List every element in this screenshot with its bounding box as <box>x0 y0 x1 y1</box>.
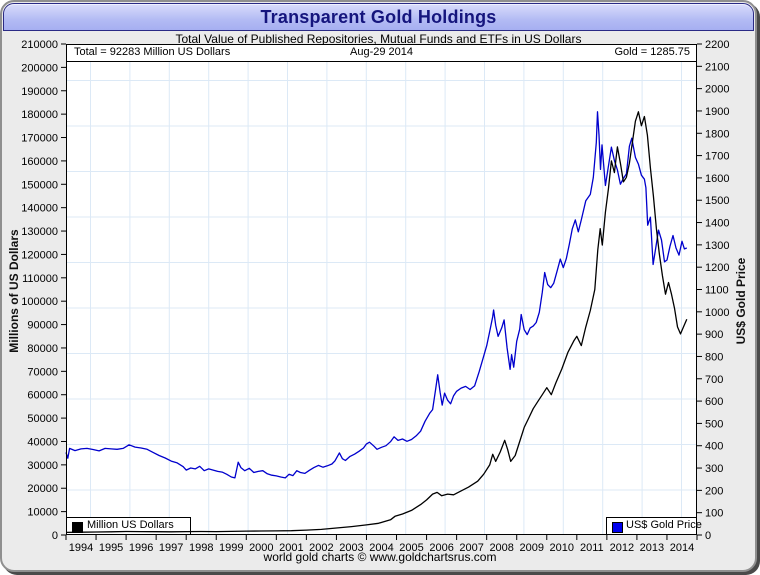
annotation-date: Aug-29 2014 <box>350 46 413 58</box>
left-tick-label: 200000 <box>21 62 58 74</box>
right-tick-label: 0 <box>705 530 711 542</box>
right-tick-label: 200 <box>705 485 723 497</box>
right-tick-label: 2100 <box>705 61 729 73</box>
x-tick-label: 2008 <box>489 542 513 554</box>
right-tick-label: 300 <box>705 463 723 475</box>
right-tick-label: 1300 <box>705 240 729 252</box>
right-tick-label: 1000 <box>705 307 729 319</box>
x-tick-label: 1995 <box>99 542 123 554</box>
title-bar: Transparent Gold Holdings <box>3 3 754 31</box>
x-tick-label: 2006 <box>429 542 453 554</box>
left-tick-label: 0 <box>52 530 58 542</box>
right-tick-label: 100 <box>705 508 723 520</box>
x-tick-label: 2012 <box>610 542 634 554</box>
left-tick-label: 160000 <box>21 156 58 168</box>
left-tick-label: 20000 <box>27 483 58 495</box>
left-tick-label: 180000 <box>21 109 58 121</box>
left-tick-label: 70000 <box>27 366 58 378</box>
right-tick-label: 700 <box>705 374 723 386</box>
x-tick-label: 2013 <box>640 542 664 554</box>
gold-legend-swatch <box>612 522 623 533</box>
left-tick-label: 190000 <box>21 86 58 98</box>
right-axis-title: US$ Gold Price <box>734 257 748 345</box>
gold-legend-label: US$ Gold Price <box>626 519 702 531</box>
left-tick-label: 130000 <box>21 226 58 238</box>
x-tick-label: 1996 <box>129 542 153 554</box>
right-tick-label: 1600 <box>705 173 729 185</box>
left-tick-label: 110000 <box>22 273 58 285</box>
left-tick-label: 170000 <box>21 133 58 145</box>
page-title: Transparent Gold Holdings <box>260 6 497 27</box>
right-tick-label: 1700 <box>705 151 729 163</box>
right-tick-label: 1900 <box>705 106 729 118</box>
x-tick-label: 2004 <box>369 542 393 554</box>
right-tick-label: 2000 <box>705 84 729 96</box>
x-tick-label: 1998 <box>189 542 213 554</box>
left-tick-label: 100000 <box>21 296 58 308</box>
annotation-gold-price: Gold = 1285.75 <box>614 46 690 58</box>
left-tick-label: 40000 <box>27 436 58 448</box>
x-tick-label: 2010 <box>550 542 574 554</box>
left-tick-label: 140000 <box>21 203 58 215</box>
right-tick-label: 1100 <box>705 285 729 297</box>
left-tick-label: 150000 <box>21 179 58 191</box>
x-tick-label: 2011 <box>580 542 604 554</box>
x-tick-label: 1994 <box>69 542 93 554</box>
x-tick-label: 2000 <box>249 542 273 554</box>
right-tick-label: 2200 <box>705 39 729 51</box>
gold-price-line <box>65 111 688 479</box>
right-tick-label: 1400 <box>705 218 729 230</box>
right-tick-label: 900 <box>705 329 723 341</box>
x-tick-label: 2007 <box>459 542 483 554</box>
annotation-total: Total = 92283 Million US Dollars <box>74 46 231 58</box>
chart-credit: world gold charts © www.goldchartsrus.co… <box>263 550 497 564</box>
right-tick-label: 500 <box>705 418 723 430</box>
left-tick-label: 10000 <box>27 507 58 519</box>
right-tick-label: 800 <box>705 351 723 363</box>
x-tick-label: 2001 <box>279 542 303 554</box>
x-tick-label: 2014 <box>670 542 694 554</box>
x-tick-label: 2005 <box>399 542 423 554</box>
left-tick-label: 50000 <box>27 413 58 425</box>
left-tick-label: 60000 <box>27 390 58 402</box>
right-tick-label: 1200 <box>705 262 729 274</box>
holdings-legend-swatch <box>72 522 83 533</box>
left-tick-label: 120000 <box>21 249 58 261</box>
left-tick-label: 30000 <box>27 460 58 472</box>
right-tick-label: 1800 <box>705 128 729 140</box>
x-tick-label: 1999 <box>219 542 243 554</box>
x-tick-label: 1997 <box>159 542 183 554</box>
right-tick-label: 400 <box>705 441 723 453</box>
left-tick-label: 80000 <box>27 343 58 355</box>
left-tick-label: 90000 <box>27 320 58 332</box>
right-tick-label: 600 <box>705 396 723 408</box>
x-tick-label: 2002 <box>309 542 333 554</box>
left-axis-title: Millions of US Dollars <box>7 229 21 353</box>
x-tick-label: 2009 <box>519 542 543 554</box>
chart-subtitle: Total Value of Published Repositories, M… <box>175 32 582 46</box>
holdings-legend-label: Million US Dollars <box>87 519 174 531</box>
plot-border <box>66 44 697 535</box>
holdings-line <box>65 111 688 534</box>
right-tick-label: 1500 <box>705 195 729 207</box>
left-tick-label: 210000 <box>21 39 58 51</box>
x-tick-label: 2003 <box>339 542 363 554</box>
